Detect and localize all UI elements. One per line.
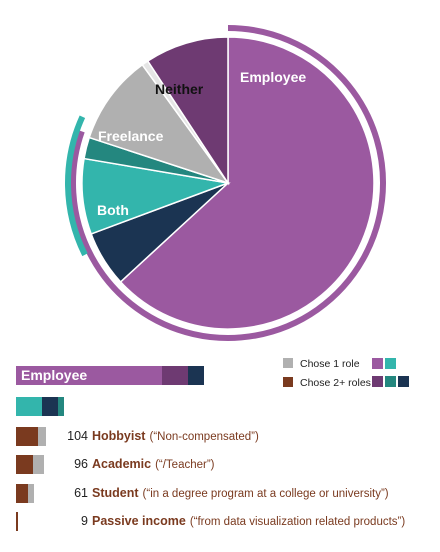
category-count: 96	[74, 457, 88, 471]
legend-swatch-one-role	[283, 358, 293, 368]
category-bar-single-academic	[33, 455, 44, 474]
category-name: Academic	[92, 457, 152, 471]
category-count: 61	[74, 486, 88, 500]
legend-swatch-freelance-dark	[385, 376, 396, 387]
category-row-hobbyist: 104 Hobbyist (“Non-compensated”)	[66, 429, 259, 443]
category-desc: (“from data visualization related produc…	[189, 516, 406, 528]
category-bar-multi-academic	[16, 455, 33, 474]
bar-1-segment-2	[58, 397, 64, 416]
category-bar-single-student	[28, 484, 34, 503]
pie-slice-employee-6	[146, 36, 229, 186]
bar-1-segment-1	[42, 397, 58, 416]
outer-arc-freelance	[65, 115, 88, 257]
category-bar-multi-hobbyist	[16, 427, 38, 446]
category-name: Hobbyist	[92, 429, 146, 443]
category-desc: (“in a degree program at a college or un…	[142, 488, 389, 500]
category-desc: (“Non-compensated”)	[149, 431, 259, 443]
bar-0-segment-2	[188, 366, 204, 385]
pie-label-employee: Employee	[240, 69, 306, 85]
pie-chart	[81, 36, 375, 330]
category-count: 9	[81, 514, 88, 528]
outer-arc-employee	[70, 25, 386, 341]
category-row-academic: 96 Academic (“/Teacher”)	[66, 457, 215, 471]
legend-one-role-label: Chose 1 role	[300, 358, 360, 370]
bar-0-segment-0	[16, 366, 162, 385]
pie-label-neither: Neither	[155, 81, 204, 97]
category-name: Student	[92, 486, 139, 500]
legend-swatch-multi	[283, 377, 293, 387]
bar-1-segment-0	[16, 397, 42, 416]
category-name: Passive income	[92, 514, 186, 528]
category-count: 104	[67, 429, 88, 443]
category-bar-multi-passive-income	[16, 512, 18, 531]
category-bar-multi-student	[16, 484, 28, 503]
legend: Chose 1 role Chose 2+ roles	[283, 358, 409, 389]
pie-label-both: Both	[97, 202, 129, 218]
category-row-passive-income: 9 Passive income (“from data visualization…	[66, 514, 405, 528]
legend-swatch-freelance	[385, 358, 396, 369]
legend-multi-roles-label: Chose 2+ roles	[300, 377, 371, 389]
legend-swatch-employee	[372, 358, 383, 369]
stacked-bars: Employee	[16, 366, 204, 531]
pie-slice-neither-4	[88, 63, 230, 185]
pie-label-freelance: Freelance	[98, 128, 164, 144]
category-bar-single-hobbyist	[38, 427, 46, 446]
pie-slice-employee-0	[119, 36, 375, 330]
bar-label-employee: Employee	[21, 367, 87, 383]
pie-labels: Employee Both Freelance Neither	[97, 69, 306, 218]
category-row-student: 61 Student (“in a degree program at a coll…	[66, 486, 389, 500]
legend-swatch-employee-dark	[372, 376, 383, 387]
bar-0-segment-1	[162, 366, 188, 385]
category-desc: (“/Teacher”)	[155, 459, 215, 471]
outer-arcs	[65, 25, 386, 341]
legend-swatch-both	[398, 376, 409, 387]
